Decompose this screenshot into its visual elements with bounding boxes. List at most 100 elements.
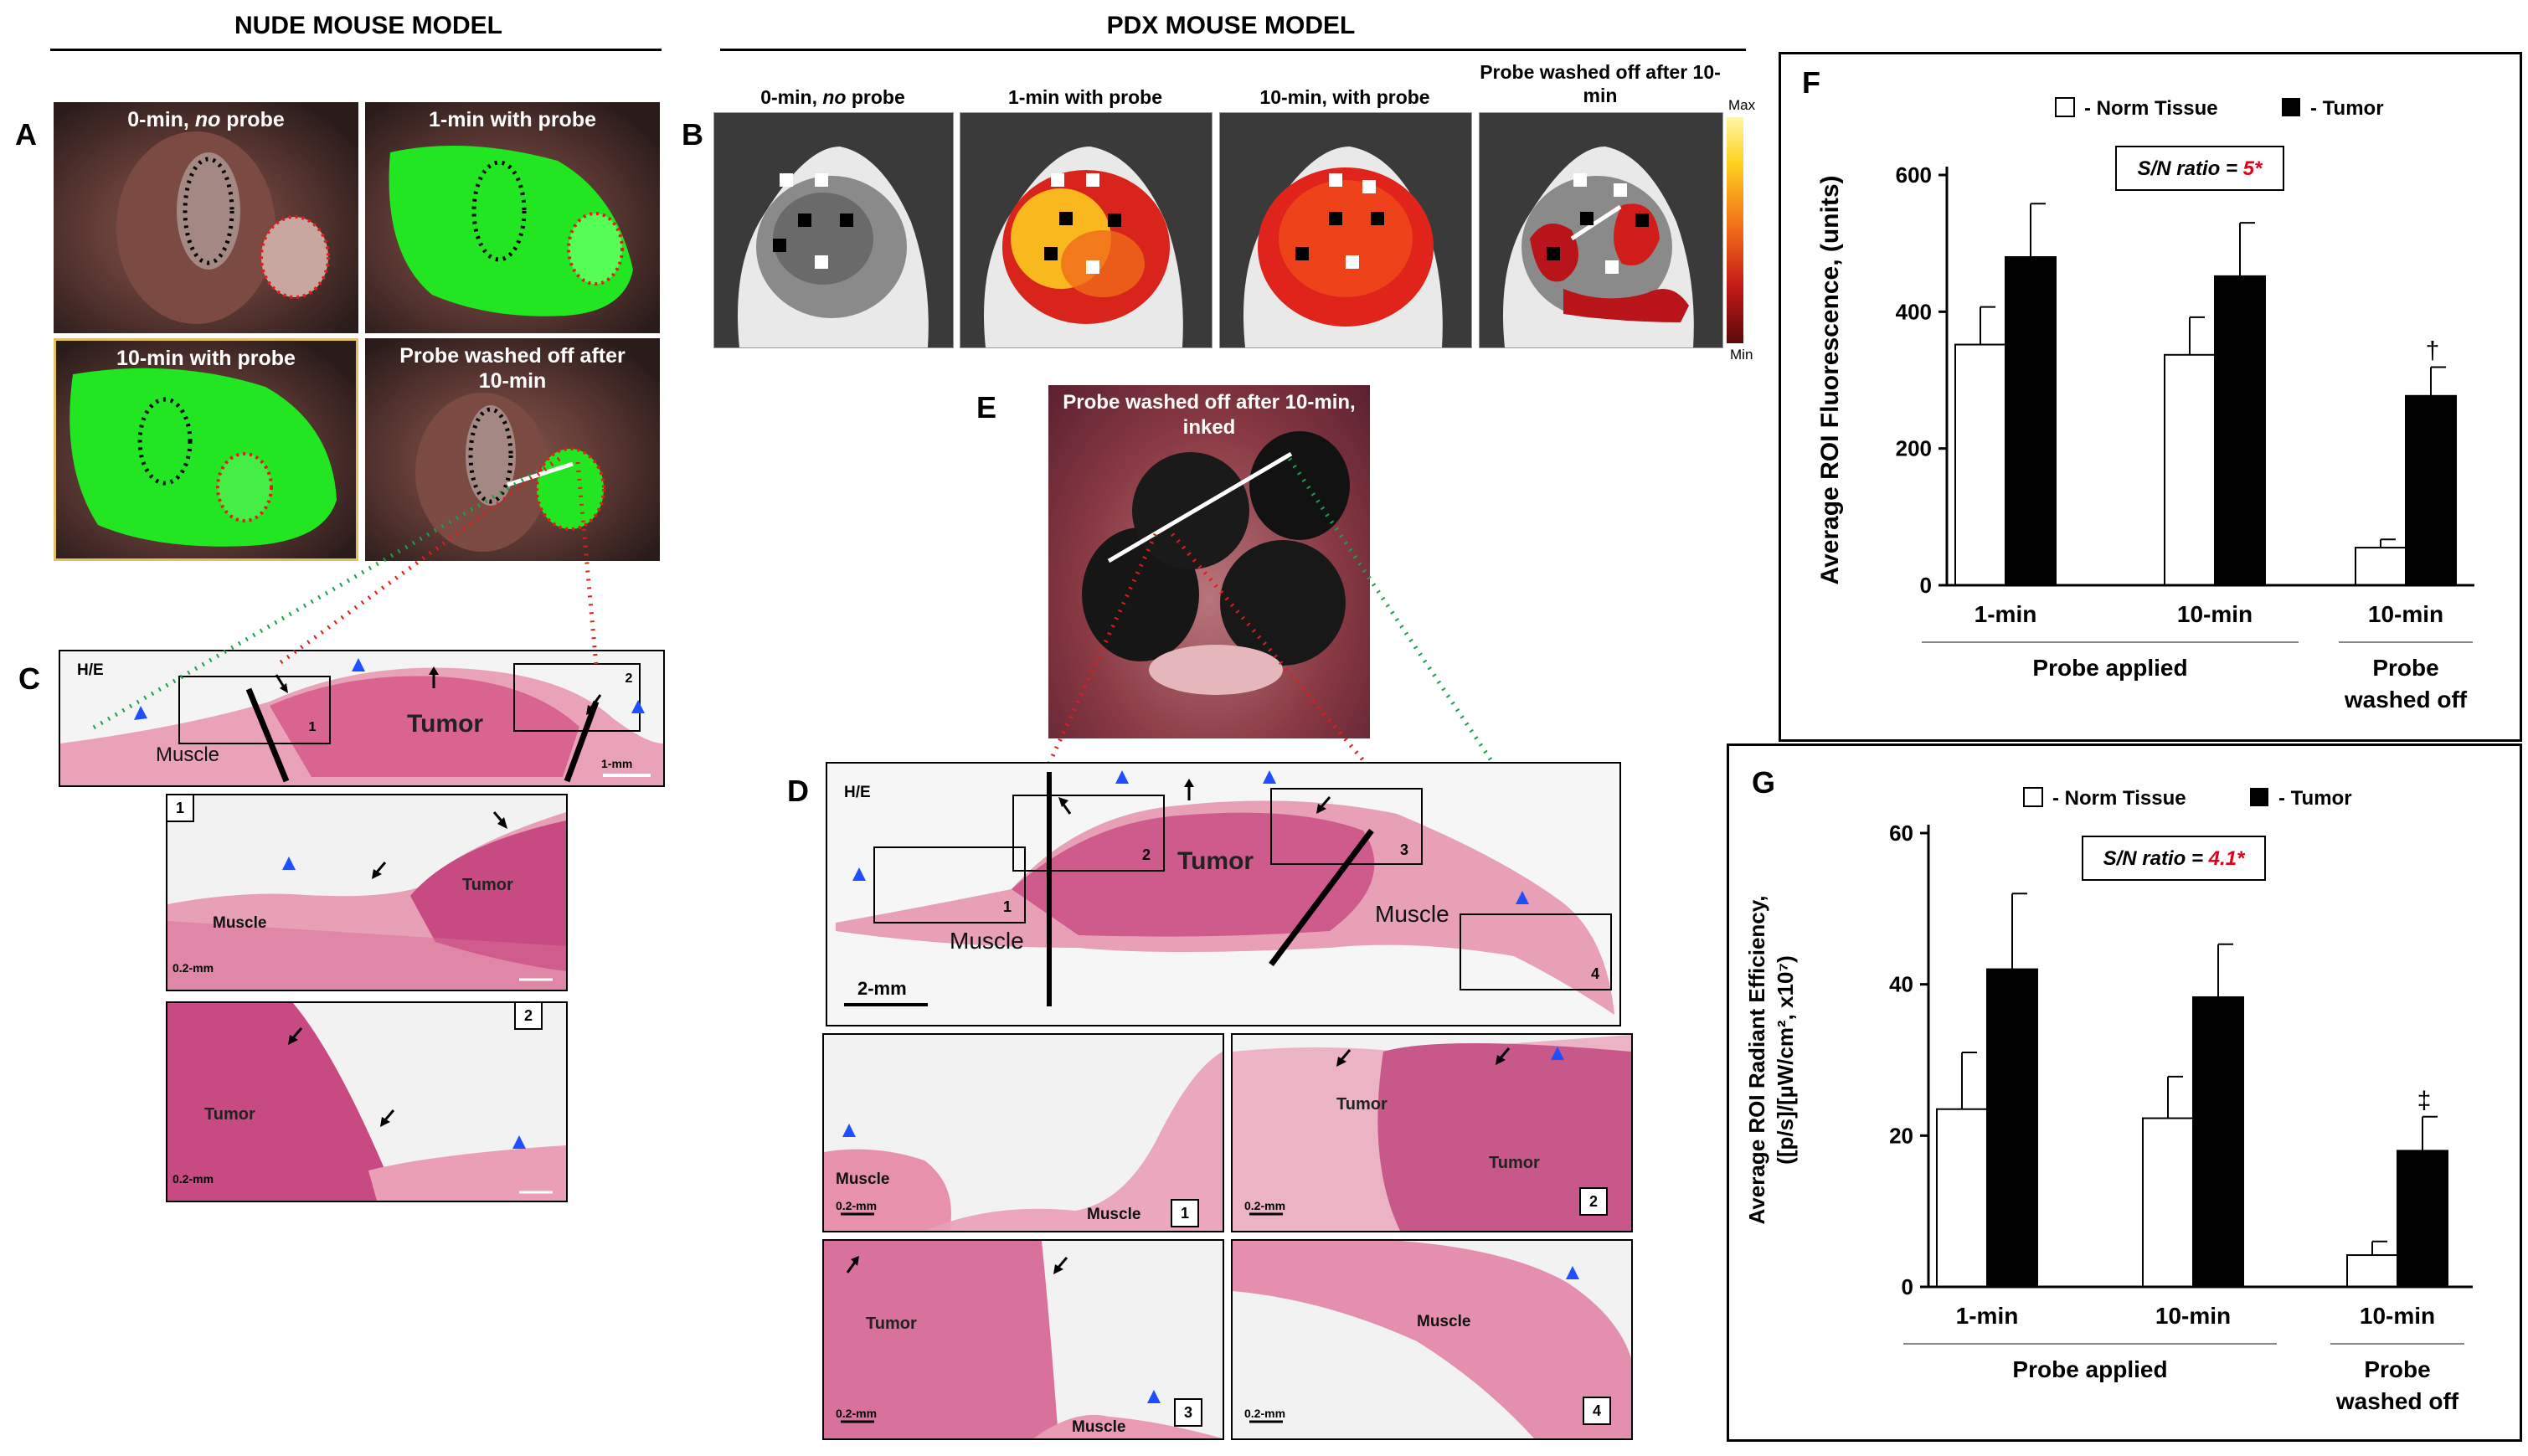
nude-photo-washed: Probe washed off after 10-min (365, 338, 660, 561)
panel-label-g: G (1752, 765, 1776, 800)
chart-g-group-label-1a: Probe (2364, 1356, 2430, 1382)
pdx-he-stain-label: H/E (844, 784, 871, 801)
chart-g-x-label-0: 1-min (1956, 1303, 2019, 1329)
pdx-photo-1min (960, 112, 1213, 348)
chart-g-bar-2-1 (2397, 1150, 2448, 1288)
pdx-he-detail-2-box: 2 (1579, 1187, 1608, 1216)
chart-f: 0 200 400 600 Average ROI Fluorescence, (uni… (1816, 97, 2474, 713)
pdx-he-detail-3: Tumor Muscle 3 0.2-mm (822, 1239, 1224, 1440)
heat-scale-max: Max (1728, 97, 1756, 113)
pdx-he-detail-2-tumor-b: Tumor (1489, 1154, 1540, 1172)
pdx-he-muscle-label-2: Muscle (1375, 901, 1449, 927)
pdx-he-detail-4-box: 4 (1583, 1397, 1611, 1425)
chart-f-bar-2-1 (2405, 394, 2457, 586)
pdx-he-detail-4-scale: 0.2-mm (1244, 1407, 1286, 1420)
chart-f-ratio-label: S/N ratio = 5* (2138, 157, 2263, 180)
chart-g-group-label-0: Probe applied (2012, 1356, 2167, 1382)
chart-g-x-label-1: 10-min (2155, 1303, 2231, 1329)
chart-g-y-tick-label-3: 60 (1889, 821, 1913, 846)
nude-he-stain-label: H/E (77, 661, 104, 679)
pdx-he-detail-4-muscle: Muscle (1417, 1313, 1471, 1330)
chart-f-y-tick-label-1: 200 (1896, 436, 1932, 461)
nude-he-scale: 1-mm (601, 757, 633, 770)
pdx-photo-0min-title: 0-min, no probe (760, 86, 905, 108)
chart-g-ratio-box (2082, 836, 2266, 881)
nude-he-detail-1-scale: 0.2-mm (172, 961, 214, 975)
pdx-he-detail-2-scale: 0.2-mm (1244, 1199, 1286, 1212)
chart-g-bar-0-1 (1986, 968, 2038, 1288)
nude-he-detail-1: 1 Tumor Muscle 0.2-mm (166, 794, 568, 991)
panel-label-c: C (18, 661, 40, 696)
pdx-he-box-2-label: 2 (1141, 846, 1151, 863)
chart-f-y-tick-label-2: 400 (1896, 299, 1932, 324)
pdx-he-detail-2: Tumor Tumor 2 0.2-mm (1231, 1033, 1633, 1232)
nude-he-detail-1-tumor: Tumor (462, 876, 513, 894)
chart-g-y-tick-label-2: 40 (1889, 972, 1913, 997)
pdx-he-scale: 2-mm (857, 978, 907, 999)
nude-he-detail-1-box: 1 (167, 795, 194, 822)
pdx-photo-10min (1219, 112, 1472, 348)
nude-he-box-2-label: 2 (625, 671, 633, 686)
pdx-model-header: PDX MOUSE MODEL (1106, 12, 1356, 39)
chart-f-sig-marker: † (2426, 337, 2440, 364)
nude-he-overview: H/E Muscle Tumor 1 2 1-mm (59, 650, 665, 787)
nude-photo-1min-title: 1-min with probe (429, 108, 596, 131)
chart-g: 0 20 40 60 Average ROI Radiant Efficiency,([… (1744, 787, 2473, 1414)
pdx-he-box-1-label: 1 (1002, 898, 1012, 915)
pdx-he-detail-2-tumor-a: Tumor (1336, 1095, 1388, 1114)
chart-g-y-tick-label-0: 0 (1902, 1274, 1913, 1299)
pdx-he-muscle-label-1: Muscle (950, 928, 1024, 954)
nude-photo-10min: 10-min with probe (54, 338, 358, 561)
pdx-he-detail-1-muscle-a: Muscle (836, 1170, 890, 1188)
chart-f-bar-1-1 (2214, 275, 2266, 586)
chart-g-sig-marker: ‡ (2417, 1087, 2432, 1114)
nude-he-detail-2-box: 2 (514, 1003, 543, 1030)
chart-g-y-label-1: Average ROI Radiant Efficiency, (1744, 895, 1769, 1224)
chart-f-legend-filled-swatch (2282, 98, 2300, 116)
pdx-he-detail-1-scale: 0.2-mm (836, 1199, 878, 1212)
chart-f-group-label-1b: washed off (2344, 687, 2468, 713)
chart-g-legend-open-label: - Norm Tissue (2052, 787, 2186, 810)
chart-g-group-label-1b: washed off (2335, 1388, 2459, 1414)
nude-photo-0min: 0-min, no probe (54, 102, 358, 333)
pdx-photo-washed (1479, 112, 1723, 348)
chart-f-x-label-2: 10-min (2368, 601, 2443, 627)
pdx-he-detail-3-box: 3 (1174, 1398, 1202, 1427)
chart-f-bar-0-0 (1954, 343, 2006, 586)
pdx-he-detail-3-muscle: Muscle (1072, 1418, 1126, 1436)
pdx-photo-10min-title: 10-min, with probe (1259, 86, 1430, 108)
nude-he-detail-2-tumor: Tumor (204, 1105, 255, 1124)
chart-g-y-label-2: ([p/s]/[µW/cm², x10⁷) (1773, 955, 1798, 1165)
chart-f-y-label: Average ROI Fluorescence, (units) (1816, 175, 1844, 584)
chart-g-legend-filled-swatch (2250, 788, 2268, 806)
chart-g-x-label-2: 10-min (2360, 1303, 2435, 1329)
heat-scale-bar (1727, 117, 1743, 343)
panel-label-f: F (1802, 65, 1820, 100)
pdx-he-overview: H/E Tumor Muscle Muscle 1 2 3 4 2-mm (826, 762, 1621, 1026)
chart-f-bar-1-0 (2164, 353, 2216, 586)
chart-f-x-label-0: 1-min (1975, 601, 2037, 627)
nude-he-detail-1-muscle: Muscle (213, 914, 267, 932)
nude-photo-1min: 1-min with probe (365, 102, 660, 333)
chart-g-bar-0-0 (1936, 1108, 1988, 1289)
nude-photo-washed-title: Probe washed off after 10-min (399, 344, 626, 393)
pdx-photo-1min-title: 1-min with probe (1008, 86, 1162, 108)
pdx-he-tumor-label: Tumor (1177, 847, 1254, 875)
chart-f-bar-2-0 (2355, 547, 2407, 586)
chart-g-bar-1-0 (2142, 1117, 2194, 1288)
heat-scale-min: Min (1730, 347, 1753, 363)
chart-f-ratio-box (2115, 146, 2284, 191)
chart-f-bar-0-1 (2005, 256, 2057, 586)
pdx-inked-title: Probe washed off after 10-min, inked (1063, 391, 1356, 439)
chart-f-legend-open-label: - Norm Tissue (2084, 97, 2218, 120)
nude-he-muscle-label: Muscle (156, 743, 220, 766)
panel-label-a: A (15, 117, 37, 152)
pdx-photo-0min (713, 112, 954, 348)
nude-he-tumor-label: Tumor (407, 710, 484, 738)
chart-f-group-label-1a: Probe (2372, 655, 2438, 681)
panel-label-d: D (787, 774, 809, 808)
pdx-inked-photo: Probe washed off after 10-min, inked (1048, 385, 1370, 738)
nude-photo-10min-title: 10-min with probe (116, 347, 296, 370)
pdx-he-detail-1-box: 1 (1171, 1199, 1199, 1227)
chart-g-bar-1-1 (2192, 996, 2244, 1288)
